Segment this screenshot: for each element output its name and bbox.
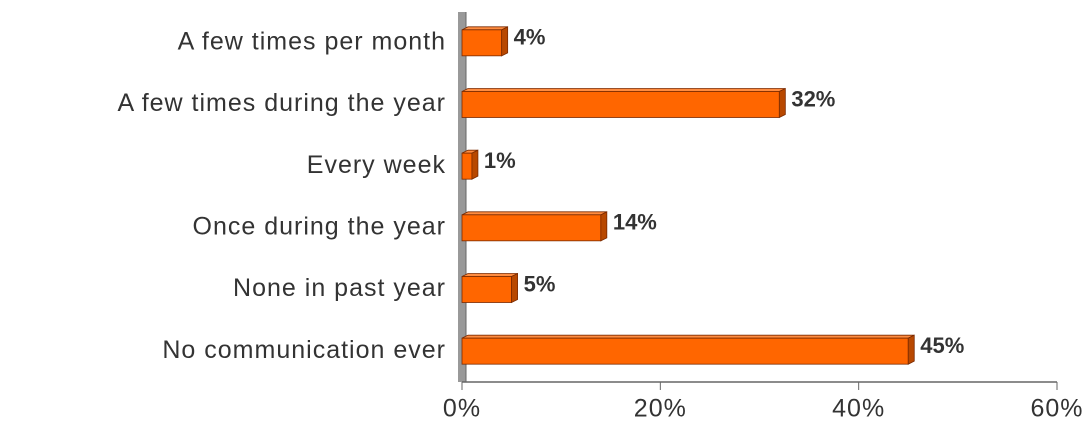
bar-side [501, 26, 509, 57]
bar-top [461, 334, 915, 339]
data-label: 45% [920, 333, 964, 358]
bar-side [511, 272, 518, 304]
bar [461, 91, 780, 118]
axis-wall [458, 12, 466, 382]
data-label: 14% [613, 210, 657, 235]
y-tick-label: No communication ever [162, 336, 446, 364]
bar-side [471, 149, 479, 180]
bar-top [461, 211, 608, 216]
y-tick-label: Every week [307, 151, 446, 179]
data-label: 1% [484, 148, 516, 173]
bar [461, 152, 473, 180]
data-label: 5% [524, 271, 556, 296]
y-tick-label: A few times during the year [117, 89, 446, 117]
bar [461, 276, 512, 303]
data-label: 4% [514, 25, 546, 50]
bar-side [907, 334, 915, 365]
x-tick-label: 0% [443, 395, 481, 421]
x-tick-label: 40% [832, 395, 885, 421]
bar-top [461, 273, 518, 277]
y-tick-label: Once during the year [193, 212, 446, 240]
bar-top [461, 26, 508, 31]
bar-side [778, 87, 786, 119]
y-tick-label: A few times per month [178, 27, 446, 55]
data-label: 32% [791, 86, 835, 111]
bar-side [600, 211, 608, 242]
bar [461, 337, 909, 365]
x-tick-label: 20% [634, 395, 687, 421]
bar-top [461, 88, 786, 92]
y-tick-label: None in past year [233, 274, 446, 302]
bar [461, 29, 503, 57]
x-tick-label: 60% [1030, 395, 1083, 421]
bar [461, 214, 602, 242]
